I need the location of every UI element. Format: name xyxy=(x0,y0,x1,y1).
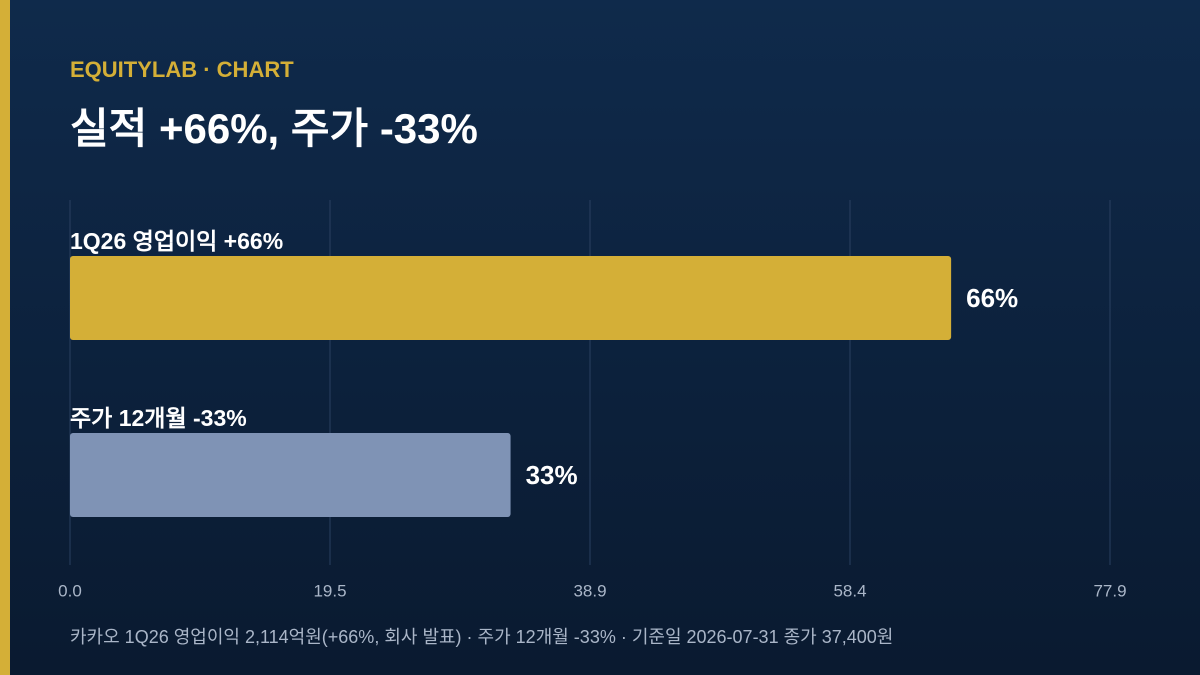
chart-title: 실적 +66%, 주가 -33% xyxy=(70,105,478,152)
bar xyxy=(70,433,511,517)
bar xyxy=(70,256,952,340)
category-label: 주가 12개월 -33% xyxy=(70,405,247,431)
x-tick-label: 77.9 xyxy=(1093,581,1126,600)
accent-stripe xyxy=(0,0,10,675)
value-label: 66% xyxy=(966,283,1018,313)
x-tick-label: 0.0 xyxy=(58,581,82,600)
category-label: 1Q26 영업이익 +66% xyxy=(70,228,283,254)
x-tick-label: 38.9 xyxy=(573,581,606,600)
kicker: EQUITYLAB · CHART xyxy=(70,57,294,82)
x-tick-label: 58.4 xyxy=(833,581,866,600)
x-tick-label: 19.5 xyxy=(313,581,346,600)
value-label: 33% xyxy=(526,460,578,490)
footnote: 카카오 1Q26 영업이익 2,114억원(+66%, 회사 발표) · 주가 … xyxy=(70,627,893,647)
